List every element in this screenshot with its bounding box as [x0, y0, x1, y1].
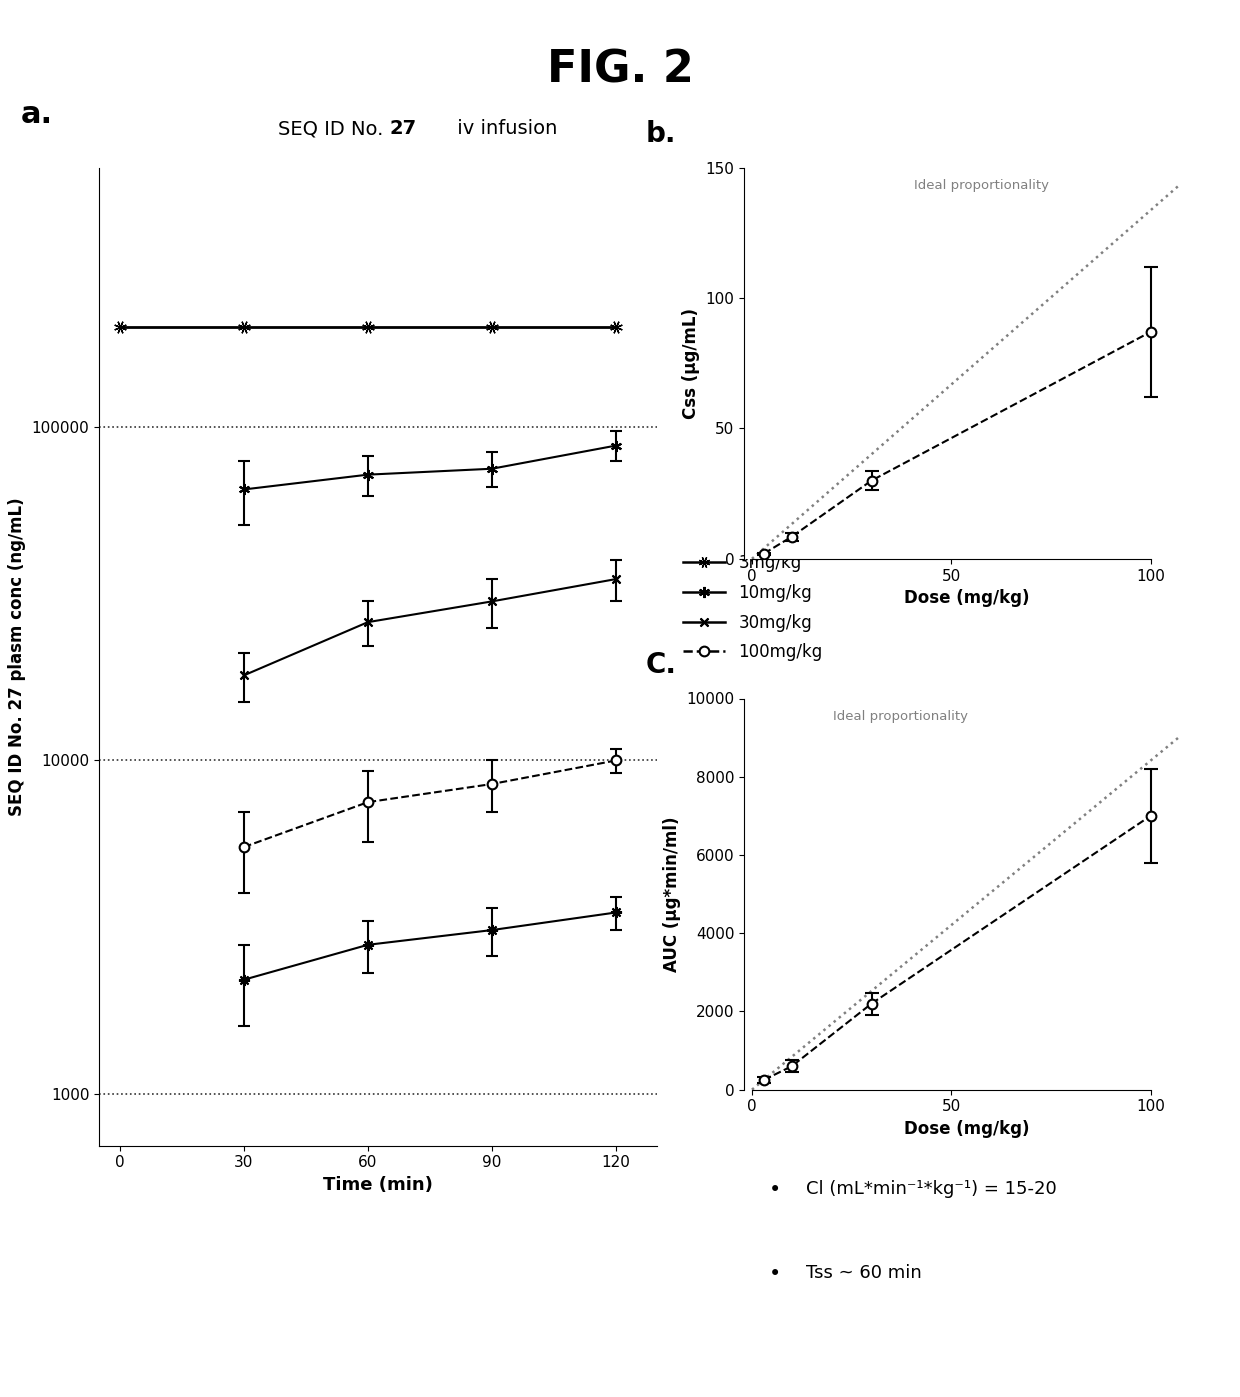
Text: FIG. 2: FIG. 2 [547, 49, 693, 92]
X-axis label: Dose (mg/kg): Dose (mg/kg) [904, 590, 1030, 608]
Text: b.: b. [646, 120, 676, 148]
X-axis label: Time (min): Time (min) [324, 1176, 433, 1194]
Text: iv infusion: iv infusion [451, 119, 557, 138]
Y-axis label: SEQ ID No. 27 plasm conc (ng/mL): SEQ ID No. 27 plasm conc (ng/mL) [9, 497, 26, 816]
Text: Tss ~ 60 min: Tss ~ 60 min [806, 1264, 921, 1282]
Text: •: • [769, 1264, 781, 1284]
Text: Ideal proportionality: Ideal proportionality [833, 710, 968, 724]
Text: •: • [769, 1180, 781, 1200]
Text: 27: 27 [389, 119, 417, 138]
Y-axis label: AUC (μg*min/ml): AUC (μg*min/ml) [662, 816, 681, 972]
Text: SEQ ID No.: SEQ ID No. [278, 119, 389, 138]
Text: Cl (mL*min⁻¹*kg⁻¹) = 15-20: Cl (mL*min⁻¹*kg⁻¹) = 15-20 [806, 1180, 1056, 1199]
Text: C.: C. [646, 651, 677, 679]
X-axis label: Dose (mg/kg): Dose (mg/kg) [904, 1120, 1030, 1139]
Y-axis label: Css (μg/mL): Css (μg/mL) [682, 307, 699, 419]
Legend: 3mg/kg, 10mg/kg, 30mg/kg, 100mg/kg: 3mg/kg, 10mg/kg, 30mg/kg, 100mg/kg [677, 548, 830, 668]
Text: a.: a. [21, 99, 53, 129]
Text: Ideal proportionality: Ideal proportionality [914, 179, 1049, 193]
